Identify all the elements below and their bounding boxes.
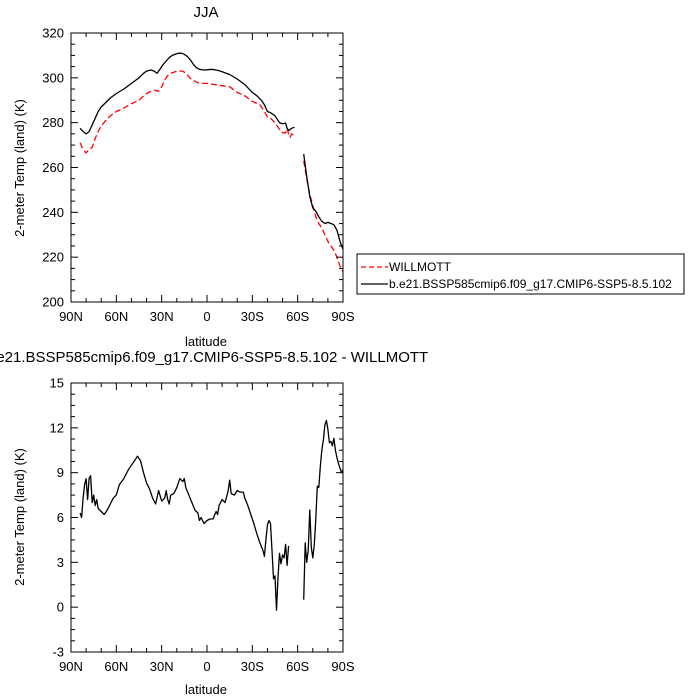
top-chart-y-axis-label: 2-meter Temp (land) (K) [12, 99, 27, 237]
top-chart-plot-frame [70, 32, 344, 303]
top-chart-y-tick-label: 200 [42, 295, 64, 310]
top-chart-y-tick-label: 240 [42, 205, 64, 220]
bottom-chart-plot-frame [70, 382, 344, 653]
bottom-chart-y-tick-label: 3 [57, 555, 64, 570]
bottom-chart-x-tick-label: 60N [104, 659, 128, 674]
top-chart-series-1-line-segment-0 [79, 52, 295, 135]
top-chart-series-group [79, 52, 344, 273]
bottom-chart-title: b.e21.BSSP585cmip6.f09_g17.CMIP6-SSP5-8.… [0, 349, 428, 366]
top-chart-y-tick-label: 320 [42, 26, 64, 41]
top-chart-series-0-line-segment-0 [79, 70, 296, 154]
bottom-chart-x-tick-label: 90N [59, 659, 83, 674]
top-chart-y-tick-label: 280 [42, 115, 64, 130]
top-chart-x-tick-label: 30S [241, 309, 264, 324]
top-chart-y-tick-label: 220 [42, 250, 64, 265]
bottom-chart: b.e21.BSSP585cmip6.f09_g17.CMIP6-SSP5-8.… [0, 349, 428, 697]
top-chart-x-tick-label: 60N [104, 309, 128, 324]
bottom-chart-y-tick-label: 9 [57, 465, 64, 480]
bottom-chart-y-tick-label: 15 [50, 376, 64, 391]
top-chart: JJA 2-meter Temp (land) (K) latitude 90N… [12, 4, 685, 349]
legend-frame [356, 253, 685, 295]
top-chart-ticks: 90N 60N 30N 0 30S 60S 90S 200 220 240 260 280 300 320 [42, 26, 355, 325]
bottom-chart-y-tick-label: 0 [57, 600, 64, 615]
top-chart-x-tick-label: 30N [150, 309, 174, 324]
bottom-chart-x-axis-label: latitude [185, 682, 227, 697]
bottom-chart-series-0-line-segment-1 [303, 419, 344, 600]
bottom-chart-x-tick-label: 60S [286, 659, 309, 674]
bottom-chart-y-tick-label: -3 [52, 645, 64, 660]
bottom-chart-ticks: 90N 60N 30N 0 30S 60S 90S -3 0 3 6 9 12 15 [50, 376, 355, 675]
bottom-chart-x-tick-label: 30S [241, 659, 264, 674]
top-chart-x-tick-label: 0 [203, 309, 210, 324]
bottom-chart-series-group [79, 419, 344, 611]
top-chart-x-axis-label: latitude [185, 334, 227, 349]
top-chart-x-tick-label: 60S [286, 309, 309, 324]
bottom-chart-y-tick-label: 12 [50, 420, 64, 435]
top-chart-y-tick-label: 260 [42, 160, 64, 175]
bottom-chart-y-axis-label: 2-meter Temp (land) (K) [12, 448, 27, 586]
top-chart-y-tick-label: 300 [42, 70, 64, 85]
top-chart-x-tick-label: 90S [331, 309, 354, 324]
bottom-chart-x-tick-label: 0 [203, 659, 210, 674]
bottom-chart-y-tick-label: 6 [57, 510, 64, 525]
bottom-chart-x-tick-label: 90S [331, 659, 354, 674]
legend-label-willmott: WILLMOTT [389, 260, 452, 274]
legend: WILLMOTT b.e21.BSSP585cmip6.f09_g17.CMIP… [356, 253, 685, 295]
top-chart-title: JJA [193, 4, 218, 21]
bottom-chart-series-0-line-segment-0 [79, 455, 290, 611]
legend-label-model: b.e21.BSSP585cmip6.f09_g17.CMIP6-SSP5-8.… [389, 277, 672, 291]
top-chart-series-1-line-segment-1 [303, 153, 344, 250]
top-chart-series-0-line-segment-1 [303, 160, 344, 273]
bottom-chart-x-tick-label: 30N [150, 659, 174, 674]
top-chart-x-tick-label: 90N [59, 309, 83, 324]
